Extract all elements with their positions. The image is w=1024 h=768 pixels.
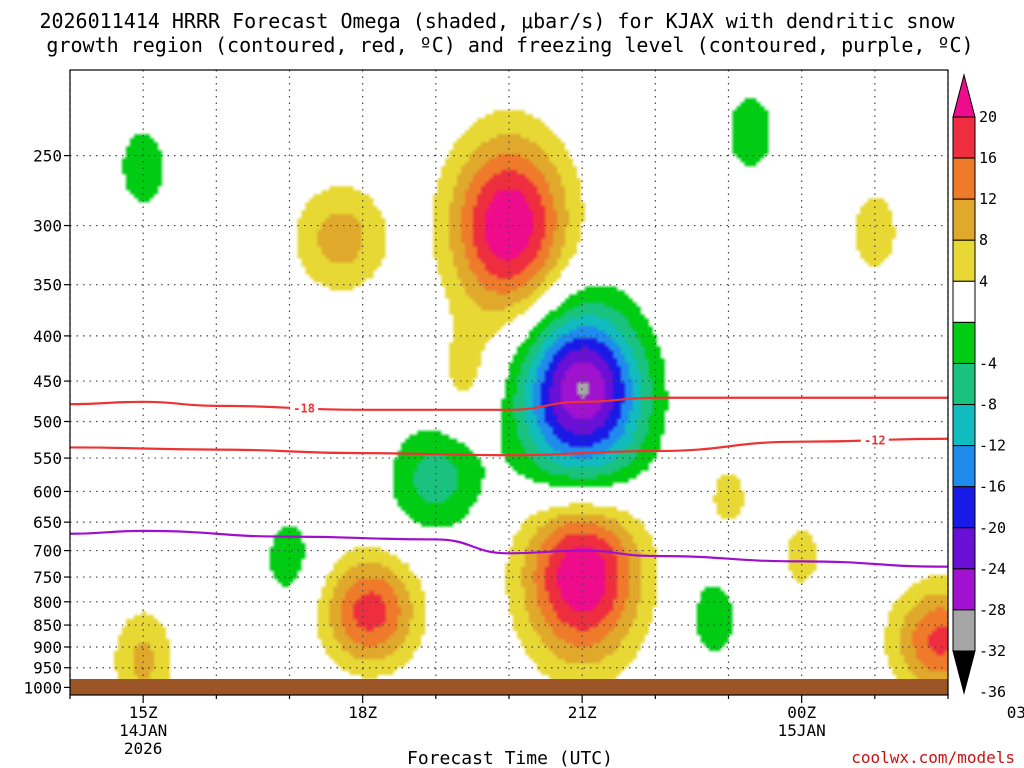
colorbar-swatch	[952, 527, 976, 570]
colorbar-label: 4	[979, 272, 988, 290]
colorbar-swatch	[952, 486, 976, 529]
colorbar-swatch	[952, 239, 976, 282]
colorbar-label: -12	[979, 437, 1006, 455]
y-tick-label: 900	[33, 638, 62, 657]
contour-label-bg	[860, 433, 889, 448]
x-tick-label: 18Z	[348, 703, 377, 722]
colorbar-swatch	[952, 157, 976, 200]
y-tick-label: 850	[33, 616, 62, 635]
colorbar-swatch	[952, 568, 976, 611]
colorbar-label: 8	[979, 231, 988, 249]
y-tick-label: 950	[33, 659, 62, 678]
colorbar-swatch	[952, 116, 976, 159]
y-tick-label: 1000	[23, 678, 62, 697]
x-tick-date: 14JAN	[119, 721, 167, 740]
x-tick-label: 03Z	[1007, 703, 1024, 722]
x-tick-date: 15JAN	[778, 721, 826, 740]
colorbar-swatch	[952, 445, 976, 488]
contour-line-1	[70, 437, 948, 457]
colorbar-label: -32	[979, 642, 1006, 660]
colorbar: 20 16 12 8 4 -4 -8 -12 -16 -20 -24 -28 -32 -36	[952, 73, 1006, 701]
y-axis: 250 300 350 400 450 500 550 600 650 700 750 800 850 9…	[23, 147, 70, 697]
colorbar-swatch	[952, 404, 976, 447]
colorbar-swatch	[952, 609, 976, 652]
y-tick-label: 350	[33, 276, 62, 295]
y-tick-label: 750	[33, 568, 62, 587]
y-tick-label: 700	[33, 542, 62, 561]
x-axis-title: Forecast Time (UTC)	[407, 748, 613, 768]
y-tick-label: 500	[33, 413, 62, 432]
x-tick-year: 2026	[124, 739, 163, 758]
colorbar-label: -28	[979, 601, 1006, 619]
y-tick-label: 300	[33, 217, 62, 236]
colorbar-label: -4	[979, 354, 997, 372]
y-tick-label: 400	[33, 327, 62, 346]
colorbar-label: -8	[979, 396, 997, 414]
credit-text: coolwx.com/models	[851, 748, 1015, 767]
colorbar-swatch	[952, 280, 976, 323]
colorbar-label: 20	[979, 108, 997, 126]
contour-label-bg	[290, 401, 319, 416]
x-tick-label: 21Z	[568, 703, 597, 722]
colorbar-label: 12	[979, 190, 997, 208]
terrain-fill	[70, 679, 948, 695]
colorbar-swatch	[952, 362, 976, 406]
colorbar-label: 16	[979, 149, 997, 167]
y-tick-label: 250	[33, 147, 62, 166]
y-tick-label: 650	[33, 513, 62, 532]
colorbar-bottom-arrow	[952, 650, 976, 695]
y-tick-label: 550	[33, 449, 62, 468]
colorbar-swatch	[952, 198, 976, 241]
chart-title-line-1: 2026011414 HRRR Forecast Omega (shaded, …	[39, 9, 955, 33]
y-tick-label: 800	[33, 593, 62, 612]
y-tick-label: 600	[33, 482, 62, 501]
terrain-band	[70, 679, 948, 695]
chart-title-line-2: growth region (contoured, red, ºC) and f…	[46, 33, 973, 57]
colorbar-label: -20	[979, 519, 1006, 537]
colorbar-top-arrow	[952, 73, 976, 118]
plot-area: -18-120	[69, 69, 949, 696]
contour-label: -12	[864, 434, 886, 448]
contour-line-2	[70, 529, 948, 568]
colorbar-label: -36	[979, 683, 1006, 701]
colorbar-swatch	[952, 321, 976, 364]
contour-line-0	[70, 396, 948, 411]
colorbar-label: -16	[979, 478, 1006, 496]
contour-lines: -18-120	[70, 396, 948, 568]
x-tick-label: 00Z	[787, 703, 816, 722]
y-tick-label: 450	[33, 372, 62, 391]
x-tick-label: 15Z	[129, 703, 158, 722]
contour-label: -18	[293, 402, 315, 416]
colorbar-label: -24	[979, 560, 1006, 578]
